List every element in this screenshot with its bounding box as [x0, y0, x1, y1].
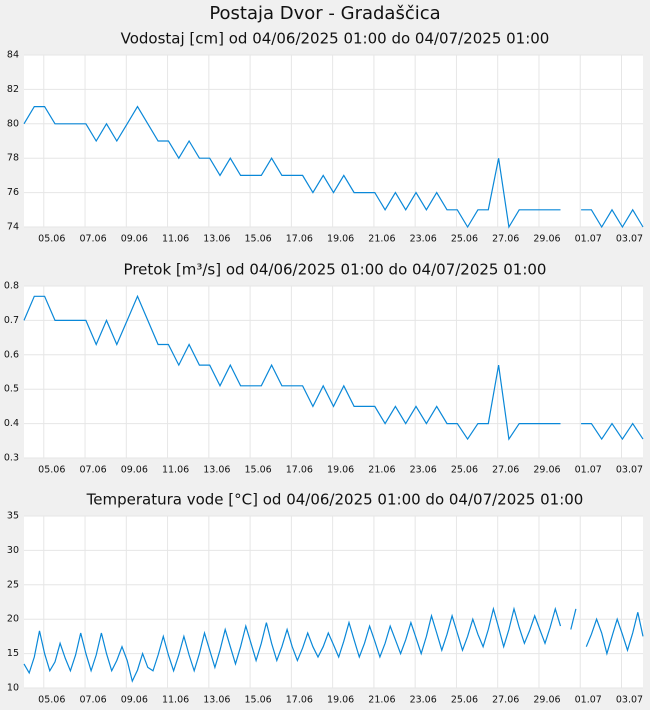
- y-tick-label: 76: [7, 187, 19, 198]
- y-tick-label: 10: [7, 683, 19, 694]
- chart-title: Vodostaj [cm] od 04/06/2025 01:00 do 04/…: [121, 30, 550, 48]
- x-tick-label: 17.06: [286, 465, 313, 476]
- data-line: [23, 105, 561, 229]
- data-line: [23, 294, 561, 441]
- x-tick-label: 19.06: [327, 695, 354, 706]
- x-tick-label: 13.06: [203, 234, 230, 245]
- x-tick-label: 29.06: [533, 234, 560, 245]
- y-tick-label: 15: [7, 648, 19, 659]
- x-tick-label: 23.06: [410, 234, 437, 245]
- x-tick-label: 21.06: [368, 465, 395, 476]
- x-tick-label: 27.06: [492, 234, 519, 245]
- x-tick-label: 09.06: [121, 465, 148, 476]
- x-tick-label: 17.06: [286, 234, 313, 245]
- data-line: [585, 612, 644, 656]
- y-tick-label: 82: [7, 84, 19, 95]
- x-tick-label: 11.06: [162, 695, 189, 706]
- y-tick-label: 20: [7, 614, 19, 625]
- x-tick-label: 05.06: [38, 234, 65, 245]
- x-tick-label: 11.06: [162, 234, 189, 245]
- y-tick-label: 30: [7, 545, 19, 556]
- y-tick-label: 78: [7, 153, 19, 164]
- y-tick-label: 25: [7, 579, 19, 590]
- x-tick-label: 11.06: [162, 465, 189, 476]
- x-tick-label: 13.06: [203, 465, 230, 476]
- x-tick-label: 05.06: [38, 695, 65, 706]
- x-tick-label: 21.06: [368, 695, 395, 706]
- x-tick-label: 29.06: [533, 465, 560, 476]
- x-tick-label: 07.06: [79, 234, 106, 245]
- x-tick-label: 07.06: [79, 465, 106, 476]
- x-tick-label: 05.06: [38, 465, 65, 476]
- x-tick-label: 19.06: [327, 234, 354, 245]
- y-tick-label: 74: [7, 222, 19, 233]
- x-tick-label: 15.06: [245, 234, 272, 245]
- x-tick-label: 27.06: [492, 465, 519, 476]
- y-tick-label: 84: [7, 50, 19, 61]
- x-tick-label: 17.06: [286, 695, 313, 706]
- x-tick-label: 23.06: [410, 695, 437, 706]
- data-line: [570, 608, 577, 630]
- y-tick-label: 35: [7, 511, 19, 522]
- x-tick-label: 01.07: [575, 465, 602, 476]
- x-tick-label: 25.06: [451, 234, 478, 245]
- y-tick-label: 0.3: [4, 453, 19, 464]
- x-tick-label: 09.06: [121, 695, 148, 706]
- x-tick-label: 15.06: [245, 695, 272, 706]
- x-tick-label: 09.06: [121, 234, 148, 245]
- x-tick-label: 03.07: [616, 695, 643, 706]
- x-tick-label: 23.06: [410, 465, 437, 476]
- y-tick-label: 0.8: [4, 281, 19, 292]
- x-tick-label: 13.06: [203, 695, 230, 706]
- y-tick-label: 80: [7, 118, 19, 129]
- x-tick-label: 01.07: [575, 695, 602, 706]
- chart-title: Pretok [m³/s] od 04/06/2025 01:00 do 04/…: [124, 261, 547, 279]
- plot-area: [24, 286, 643, 458]
- data-line: [581, 208, 644, 229]
- data-line: [23, 606, 562, 683]
- y-tick-label: 0.5: [4, 384, 19, 395]
- x-tick-label: 25.06: [451, 465, 478, 476]
- x-tick-label: 21.06: [368, 234, 395, 245]
- data-line: [581, 422, 644, 441]
- plot-area: [24, 516, 643, 688]
- chart-title: Temperatura vode [°C] od 04/06/2025 01:0…: [86, 491, 584, 509]
- y-tick-label: 0.7: [4, 315, 19, 326]
- x-tick-label: 29.06: [533, 695, 560, 706]
- x-tick-label: 19.06: [327, 465, 354, 476]
- x-tick-label: 15.06: [245, 465, 272, 476]
- page-title: Postaja Dvor - Gradaščica: [209, 3, 440, 24]
- x-tick-label: 25.06: [451, 695, 478, 706]
- x-tick-label: 27.06: [492, 695, 519, 706]
- x-tick-label: 07.06: [79, 695, 106, 706]
- x-tick-label: 01.07: [575, 234, 602, 245]
- y-tick-label: 0.6: [4, 349, 19, 360]
- y-tick-label: 0.4: [4, 418, 19, 429]
- x-tick-label: 03.07: [616, 465, 643, 476]
- x-tick-label: 03.07: [616, 234, 643, 245]
- plot-area: [24, 55, 643, 227]
